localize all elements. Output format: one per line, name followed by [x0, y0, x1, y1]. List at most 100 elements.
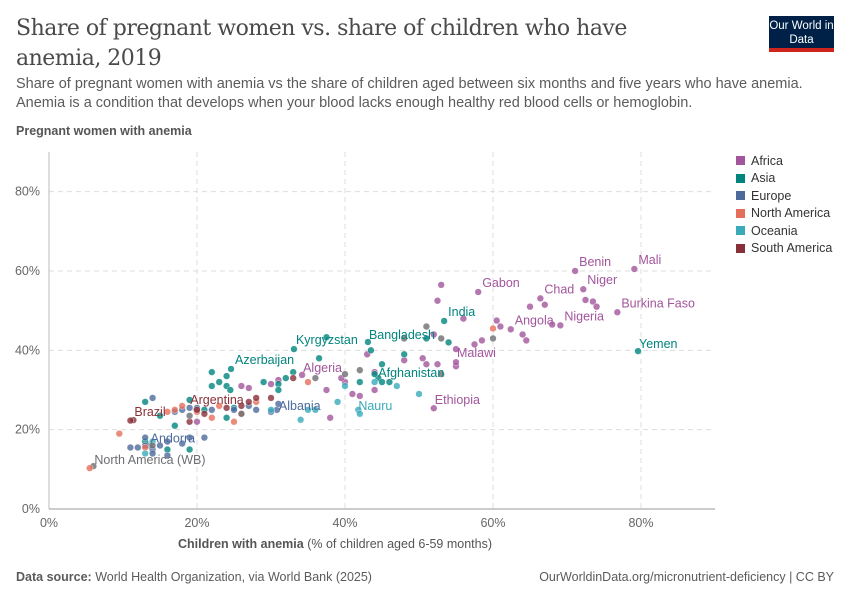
data-point — [422, 322, 431, 331]
y-tick-label: 20% — [15, 423, 40, 437]
data-point — [304, 378, 312, 386]
data-point — [149, 441, 157, 450]
data-point — [437, 370, 445, 378]
data-point — [371, 378, 379, 386]
data-source: Data source: World Health Organization, … — [16, 570, 372, 584]
data-point — [274, 386, 283, 394]
data-point — [430, 330, 438, 339]
data-point — [289, 374, 297, 382]
data-point — [156, 412, 164, 420]
legend-item[interactable]: Oceania — [736, 222, 832, 240]
data-point — [267, 380, 275, 388]
data-point — [556, 321, 564, 329]
data-point — [419, 354, 427, 362]
data-point — [208, 406, 216, 414]
data-point — [489, 334, 497, 343]
data-point — [237, 402, 246, 410]
data-point — [548, 320, 556, 329]
x-tick-label: 20% — [184, 516, 209, 530]
data-point — [267, 406, 275, 414]
source-text: World Health Organization, via World Ban… — [95, 570, 372, 584]
owid-logo[interactable]: Our World in Data — [769, 16, 834, 52]
data-point — [422, 334, 431, 343]
point-label: Azerbaijan — [235, 353, 294, 367]
data-point — [415, 390, 423, 398]
data-point — [223, 404, 231, 412]
legend-label: Asia — [751, 171, 776, 186]
legend-swatch — [736, 226, 745, 236]
data-point — [290, 345, 298, 353]
data-point — [115, 430, 123, 438]
data-point — [493, 316, 501, 325]
point-label: Benin — [579, 255, 611, 269]
data-point — [348, 390, 357, 398]
data-point — [496, 322, 505, 331]
data-point — [226, 386, 234, 394]
data-point — [579, 285, 587, 293]
data-point — [171, 422, 179, 430]
point-label: Chad — [544, 282, 574, 296]
data-point — [223, 414, 231, 422]
point-label: Nauru — [358, 399, 392, 413]
legend-label: North America — [751, 206, 831, 221]
data-point — [227, 365, 235, 373]
data-point — [208, 382, 216, 390]
legend-item[interactable]: Asia — [736, 170, 832, 188]
legend-swatch — [736, 208, 745, 218]
data-point — [230, 406, 238, 414]
y-tick-label: 40% — [15, 343, 40, 357]
data-point — [178, 402, 186, 410]
data-point — [581, 296, 590, 304]
data-point — [341, 370, 349, 378]
data-point — [193, 406, 201, 414]
x-tick-label: 0% — [40, 516, 58, 530]
data-point — [459, 315, 468, 323]
footer-url[interactable]: OurWorldinData.org/micronutrient-deficie… — [539, 570, 834, 584]
data-point — [178, 439, 186, 448]
legend: Africa Asia Europe North America Oceania Sout… — [736, 152, 832, 257]
legend-item[interactable]: Europe — [736, 187, 832, 205]
data-point — [589, 297, 597, 306]
data-point — [282, 374, 290, 382]
point-label: India — [448, 305, 475, 319]
data-point — [541, 301, 549, 309]
point-label: Nigeria — [564, 309, 604, 323]
data-point — [634, 347, 642, 355]
data-point — [322, 333, 331, 341]
x-tick-label: 80% — [628, 516, 653, 530]
data-point — [356, 366, 364, 374]
point-label: Algeria — [303, 361, 342, 375]
y-tick-label: 0% — [22, 502, 40, 516]
data-point — [200, 410, 209, 418]
data-point — [470, 340, 479, 348]
legend-item[interactable]: North America — [736, 205, 832, 223]
data-point — [298, 371, 306, 379]
point-label: North America (WB) — [94, 453, 205, 467]
data-point — [518, 330, 527, 339]
point-label: Angola — [515, 313, 554, 327]
data-point — [200, 434, 209, 442]
point-label: Mali — [638, 253, 661, 267]
y-axis-label: Pregnant women with anemia — [16, 124, 192, 138]
point-label: Malawi — [457, 346, 496, 360]
legend-item[interactable]: Africa — [736, 152, 832, 170]
data-point — [149, 449, 157, 458]
data-point — [186, 396, 194, 404]
y-tick-label: 60% — [15, 264, 40, 278]
x-tick-label: 40% — [332, 516, 357, 530]
legend-item[interactable]: South America — [736, 240, 832, 258]
point-label: Afghanistan — [378, 366, 444, 380]
data-point — [230, 418, 238, 426]
data-point — [437, 281, 445, 289]
legend-swatch — [736, 156, 745, 166]
data-point — [489, 324, 497, 333]
point-label: Ethiopia — [435, 393, 480, 407]
data-point — [474, 288, 482, 296]
data-point — [134, 443, 142, 452]
data-point — [86, 464, 94, 472]
source-label: Data source: — [16, 570, 92, 584]
legend-label: Africa — [751, 153, 783, 168]
y-tick-label: 80% — [15, 185, 40, 199]
data-point — [341, 382, 349, 390]
